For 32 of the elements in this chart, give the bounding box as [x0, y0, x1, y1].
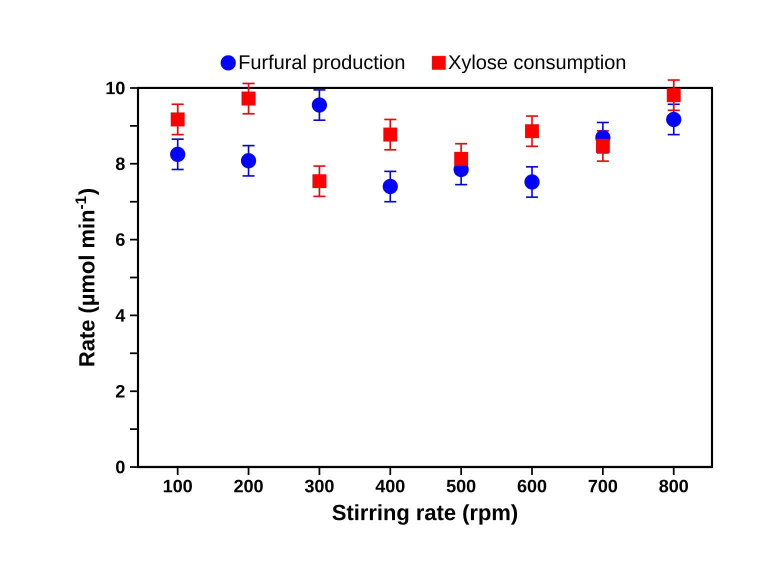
point — [524, 174, 540, 190]
point — [383, 128, 398, 142]
x-tick-label: 100 — [164, 480, 192, 492]
point — [312, 97, 328, 113]
x-tick-label: 600 — [518, 480, 546, 492]
point — [382, 178, 398, 194]
legend-label: Furfural production — [240, 54, 404, 74]
x-tick-label: 500 — [446, 480, 476, 492]
y-tick-label: 6 — [116, 233, 125, 246]
y-tick-label: 8 — [116, 157, 125, 170]
point — [240, 153, 256, 168]
point — [454, 152, 468, 166]
point — [170, 112, 185, 126]
point — [666, 112, 682, 128]
y-tick-label: 0 — [116, 460, 125, 474]
y-tick-label: 2 — [116, 384, 125, 398]
x-tick-label: 300 — [304, 480, 334, 492]
point — [525, 124, 539, 138]
x-tick-label: 400 — [376, 480, 405, 492]
point — [312, 174, 326, 188]
point — [242, 92, 256, 106]
x-tick-label: 800 — [659, 480, 688, 492]
point — [170, 146, 186, 162]
y-tick-label: 10 — [106, 82, 125, 94]
point — [666, 88, 681, 102]
x-tick-label: 700 — [588, 480, 618, 492]
point — [596, 139, 610, 153]
legend-label: Xylose consumption — [448, 54, 626, 74]
y-axis-title: Rate (µmol min$^{-1}$) — [75, 189, 99, 366]
x-axis-title: Stirring rate (rpm) — [332, 504, 518, 525]
x-tick-label: 200 — [234, 480, 263, 492]
y-tick-label: 4 — [116, 309, 126, 322]
